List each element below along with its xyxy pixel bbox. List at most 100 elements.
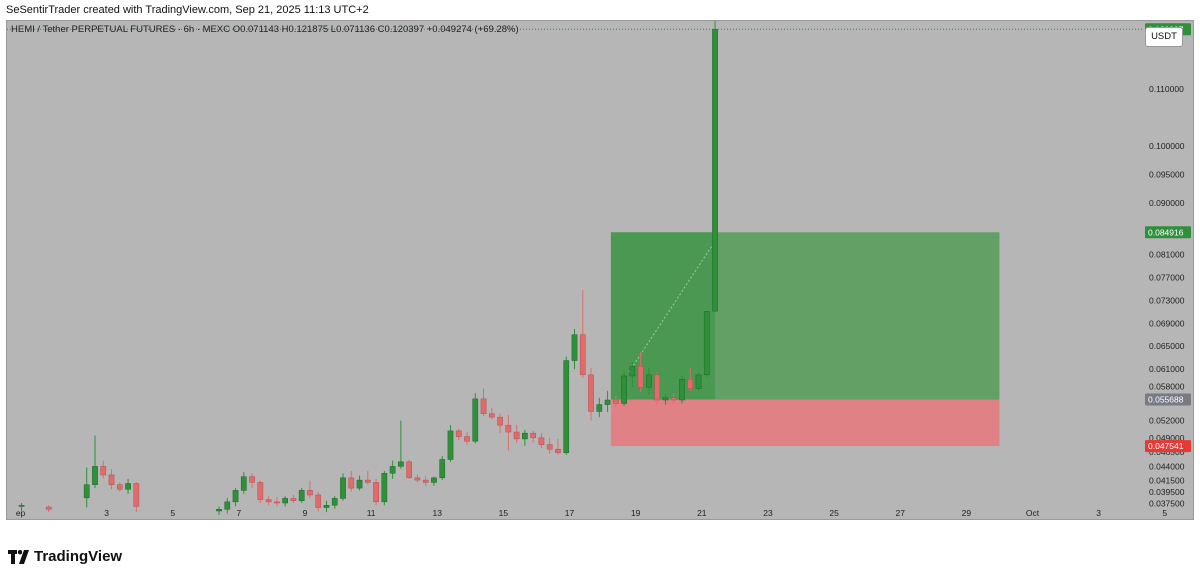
candle-body: [670, 397, 677, 401]
candle-down: [348, 470, 355, 492]
candle-body: [687, 379, 694, 389]
candle-body: [497, 416, 503, 426]
time-tick-label: 7: [236, 508, 241, 518]
candle-down: [579, 290, 586, 378]
candle-body: [282, 498, 288, 504]
candle-down: [307, 480, 313, 498]
candle-down: [274, 497, 280, 507]
candle-body: [232, 490, 239, 503]
candle-body: [431, 477, 437, 483]
time-tick-label: 3: [1096, 508, 1101, 518]
candle-body: [646, 374, 652, 388]
candle-up: [522, 429, 528, 446]
candle-up: [331, 496, 338, 509]
candle-body: [447, 430, 454, 460]
candle-down: [249, 473, 255, 489]
candle-down: [315, 492, 322, 511]
candle-body: [480, 398, 487, 414]
candle-up: [340, 473, 346, 501]
price-chart[interactable]: 0.110000 0.100000 0.095000 0.090000 0.081000…: [7, 21, 1193, 519]
candle-body: [307, 490, 313, 496]
candle-body: [315, 494, 322, 508]
tradingview-logo[interactable]: TradingView: [8, 548, 122, 565]
price-tick-label: 0.039500: [1149, 487, 1185, 497]
candle-down: [414, 474, 421, 483]
candle-up: [92, 435, 98, 489]
candle-body: [323, 505, 330, 508]
candle-down: [480, 388, 487, 417]
candle-down: [265, 496, 272, 506]
time-tick-label: 27: [896, 508, 906, 518]
candle-body: [654, 374, 661, 401]
candle-up: [703, 310, 710, 378]
candle-body: [398, 461, 404, 467]
time-tick-label: 25: [829, 508, 839, 518]
candle-down: [488, 408, 495, 420]
candle-down: [654, 372, 661, 405]
candle-up: [662, 394, 669, 405]
target-zone-elapsed: [610, 232, 716, 400]
candle-down: [406, 459, 413, 479]
candle-body: [563, 360, 570, 453]
candle-body: [538, 437, 545, 445]
candle-down: [455, 428, 462, 441]
candle-down: [538, 433, 545, 449]
candle-up: [224, 497, 231, 514]
price-axis: [1143, 21, 1193, 519]
time-tick-label: 3: [104, 508, 109, 518]
candle-body: [579, 334, 586, 376]
time-tick-label: 15: [499, 508, 509, 518]
candle-down: [364, 470, 371, 485]
price-tick-label: 0.090000: [1149, 198, 1185, 208]
price-tick-label: 0.073000: [1149, 295, 1185, 305]
candle-down: [530, 430, 537, 443]
candle-up: [431, 476, 437, 486]
price-tick-label: 0.041500: [1149, 476, 1185, 486]
candle-body: [100, 466, 107, 476]
price-tag-entry: 0.055688: [1145, 393, 1191, 406]
candle-down: [373, 478, 379, 506]
candle-body: [116, 484, 123, 490]
candle-body: [265, 499, 272, 503]
price-tick-label: 0.049000: [1149, 433, 1185, 443]
candle-body: [596, 404, 603, 412]
candle-body: [45, 506, 52, 510]
price-tag-target: 0.084916: [1145, 226, 1191, 239]
candle-body: [373, 482, 379, 503]
candle-body: [290, 498, 297, 501]
candle-body: [703, 311, 710, 376]
candle-down: [422, 475, 429, 486]
price-tag-bg: [1145, 440, 1191, 453]
time-tick-label: 29: [962, 508, 972, 518]
candle-up: [629, 362, 636, 388]
time-tick-label: Oct: [1026, 508, 1040, 518]
price-tick-label: 0.044000: [1149, 461, 1185, 471]
candle-body: [381, 472, 388, 503]
candle-body: [249, 476, 255, 483]
candle-up: [323, 500, 330, 513]
candle-up: [472, 393, 479, 444]
candle-down: [505, 414, 512, 451]
candle-down: [45, 505, 52, 513]
candle-up: [563, 356, 570, 455]
candle-up: [381, 470, 388, 506]
time-tick-label: 5: [1162, 508, 1167, 518]
candle-body: [555, 448, 561, 453]
candle-body: [18, 505, 25, 507]
currency-button[interactable]: USDT: [1145, 27, 1183, 47]
candle-body: [389, 466, 396, 474]
candle-body: [530, 432, 537, 439]
chart-pane[interactable]: 0.110000 0.100000 0.095000 0.090000 0.081000…: [6, 20, 1194, 520]
candle-down: [588, 367, 594, 421]
candle-up: [125, 478, 131, 494]
candle-body: [571, 334, 578, 361]
candle-up: [83, 467, 90, 508]
candle-up: [712, 21, 718, 312]
candle-up: [216, 506, 222, 515]
candle-up: [232, 488, 239, 507]
candle-body: [340, 477, 346, 499]
price-tick-label: 0.100000: [1149, 141, 1185, 151]
candle-body: [629, 366, 636, 377]
candle-body: [274, 501, 280, 504]
price-tick-label: 0.052000: [1149, 416, 1185, 426]
